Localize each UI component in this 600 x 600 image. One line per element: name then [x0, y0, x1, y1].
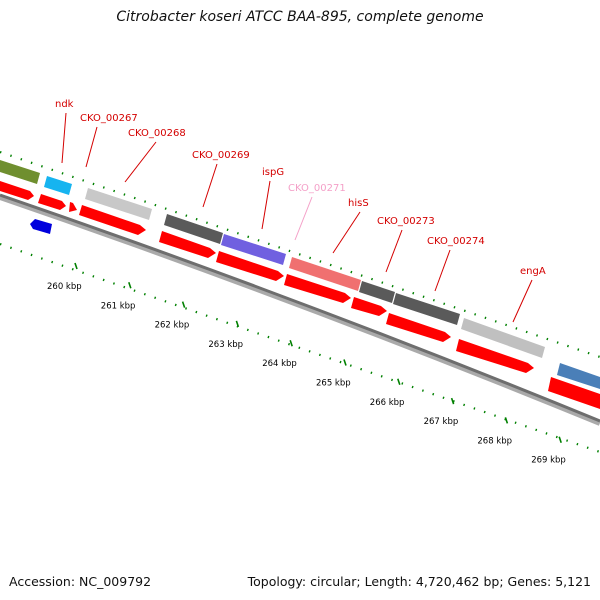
cds-arrow-1 — [0, 181, 34, 200]
ruler-tick-mark — [504, 417, 509, 424]
ruler-tick-mark — [289, 339, 293, 347]
gene-block-cko00273 — [393, 293, 460, 325]
gene-label: ndk — [55, 99, 74, 110]
label-leader-lines — [61, 112, 533, 323]
inner-gc-dots-line — [0, 242, 600, 454]
ruler-tick-label: 269 kbp — [531, 456, 566, 466]
gene-block-cko00268 — [85, 188, 152, 220]
ruler-ticks: 260 kbp 261 kbp 262 kbp 263 kbp 264 kbp 265 k… — [47, 262, 566, 466]
gene-block-cko00269 — [164, 214, 223, 244]
backbone-shadow — [0, 194, 600, 426]
gene-label: CKO_00271 — [288, 183, 346, 194]
leader-line — [261, 180, 271, 230]
reverse-gene-arrow — [30, 219, 52, 234]
cds-arrow-7 — [284, 274, 351, 303]
gene-label: CKO_00274 — [427, 236, 485, 247]
accession-text: Accession: NC_009792 — [9, 574, 152, 589]
gene-labels: ndk CKO_00267 CKO_00268 CKO_00269 ispG CKO_00… — [55, 99, 546, 277]
gene-label: engA — [520, 266, 546, 277]
cds-track — [0, 181, 600, 409]
genome-summary-text: Topology: circular; Length: 4,720,462 bp… — [247, 574, 591, 589]
cds-arrow-9 — [386, 313, 451, 342]
gene-block-hiss — [359, 281, 395, 303]
ruler-tick-label: 262 kbp — [155, 321, 190, 331]
leader-line — [512, 279, 533, 323]
leader-line — [385, 229, 403, 273]
gene-label: CKO_00267 — [80, 113, 138, 124]
ruler-tick-label: 267 kbp — [424, 417, 459, 427]
cds-arrow-8 — [351, 297, 387, 316]
ruler-tick-mark — [450, 397, 455, 405]
ruler-tick-label: 264 kbp — [262, 359, 297, 369]
cds-arrow-4 — [79, 205, 146, 235]
ruler-tick-label: 268 kbp — [477, 436, 512, 446]
gene-label: ispG — [262, 167, 284, 178]
gene-block-enga — [557, 363, 600, 389]
leader-line — [61, 112, 67, 164]
cds-arrow-11 — [548, 377, 600, 409]
ruler-tick-label: 263 kbp — [208, 340, 243, 350]
outer-gc-dots — [0, 150, 600, 359]
leader-line — [434, 249, 451, 292]
ruler-tick-mark — [397, 378, 401, 386]
cds-arrow-5 — [159, 231, 216, 258]
gene-label: CKO_00273 — [377, 216, 435, 227]
gene-block-cko00274 — [461, 318, 545, 358]
ruler-tick-mark — [558, 436, 562, 443]
map-title: Citrobacter koseri ATCC BAA-895, complet… — [116, 9, 484, 25]
backbone-line — [0, 193, 600, 423]
gene-block-cko00271 — [289, 257, 361, 291]
cds-arrow-10 — [456, 339, 534, 373]
ruler-tick-mark — [181, 301, 186, 308]
ruler-tick-mark — [235, 320, 240, 328]
reverse-feature-track — [30, 219, 52, 234]
cds-arrow-2 — [38, 194, 66, 210]
ruler-tick-mark — [74, 262, 78, 270]
backbone — [0, 193, 600, 426]
leader-line — [85, 126, 98, 168]
ruler-tick-mark — [343, 359, 347, 366]
gene-block-ndk — [44, 176, 72, 195]
outer-gc-dots-line — [0, 150, 600, 359]
ruler-tick-label: 265 kbp — [316, 379, 351, 389]
leader-line — [124, 141, 157, 183]
gene-label: CKO_00268 — [128, 128, 186, 139]
cds-arrow-3 — [69, 202, 77, 212]
leader-line — [294, 196, 313, 241]
gene-label: hisS — [348, 198, 369, 209]
ruler-tick-mark — [128, 282, 132, 289]
ruler-tick-label: 261 kbp — [101, 301, 136, 311]
leader-line — [332, 211, 361, 254]
inner-gc-dots — [0, 242, 600, 454]
cds-arrow-6 — [216, 251, 284, 281]
ruler-tick-label: 260 kbp — [47, 282, 82, 292]
gene-block-ispg — [221, 234, 286, 265]
gene-label: CKO_00269 — [192, 150, 250, 161]
leader-line — [202, 163, 218, 208]
upper-feature-track — [0, 160, 600, 389]
gene-block-green — [0, 160, 40, 184]
ruler-tick-label: 266 kbp — [370, 398, 405, 408]
